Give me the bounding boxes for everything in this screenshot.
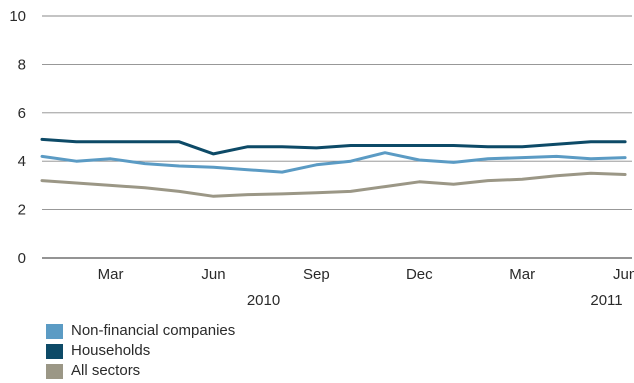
legend-label: All sectors (71, 362, 141, 379)
legend-label: Non-financial companies (71, 322, 236, 339)
y-tick-label: 10 (9, 8, 26, 25)
y-tick-label: 2 (18, 202, 26, 219)
x-tick-label: Jun (613, 266, 634, 283)
series-line-non-financial-companies (40, 151, 627, 174)
legend-item-all-sectors: All sectors (46, 361, 235, 381)
y-tick-label: 4 (18, 153, 26, 170)
x-tick-label: Dec (406, 266, 433, 283)
x-tick-label: Sep (303, 266, 330, 283)
legend-swatch (46, 343, 63, 359)
y-tick-label: 0 (18, 250, 26, 267)
y-tick-label: 6 (18, 105, 26, 122)
y-tick-label: 8 (18, 56, 26, 73)
legend-label: Households (71, 342, 151, 359)
year-label: 2010 (247, 292, 280, 309)
legend-item-households: Households (46, 341, 235, 361)
legend: Non-financial companies Households All s… (46, 321, 235, 381)
legend-swatch (46, 363, 63, 379)
series-line-all-sectors (40, 171, 627, 198)
x-tick-label: Mar (98, 266, 124, 283)
series-line-households (40, 137, 627, 156)
x-tick-label: Jun (201, 266, 225, 283)
legend-item-non-financial-companies: Non-financial companies (46, 321, 235, 341)
x-tick-label: Mar (509, 266, 535, 283)
legend-swatch (46, 323, 63, 339)
year-label: 2011 (590, 292, 622, 309)
